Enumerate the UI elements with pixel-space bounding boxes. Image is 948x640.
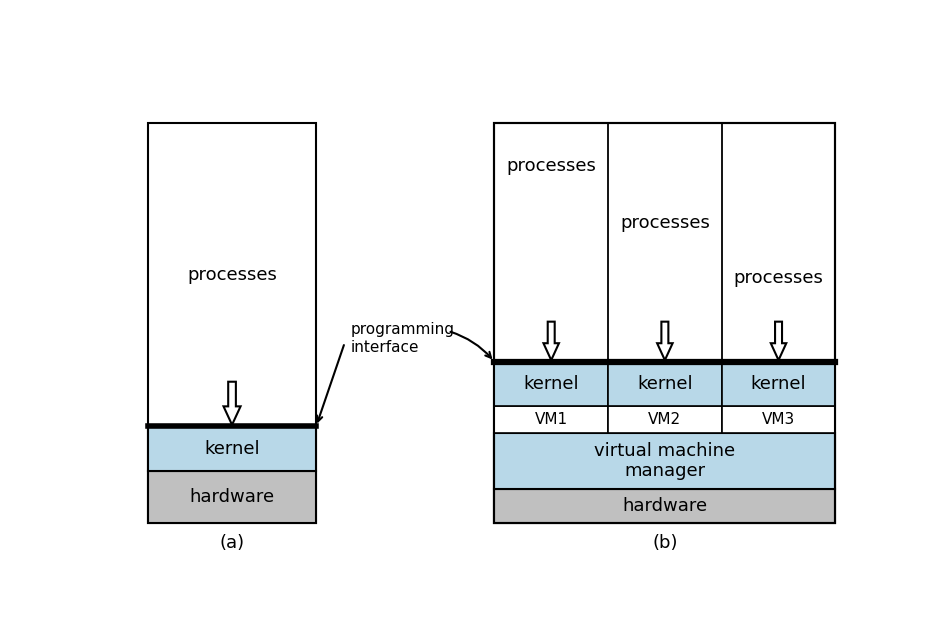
Bar <box>721 362 835 406</box>
Bar <box>148 426 316 471</box>
Text: hardware: hardware <box>622 497 707 515</box>
Bar <box>608 406 721 433</box>
Text: programming
interface: programming interface <box>351 323 455 355</box>
Text: processes: processes <box>620 214 710 232</box>
Text: kernel: kernel <box>204 440 260 458</box>
Text: hardware: hardware <box>190 488 275 506</box>
Text: VM3: VM3 <box>762 412 795 428</box>
Polygon shape <box>657 322 673 360</box>
Bar <box>721 406 835 433</box>
Text: (b): (b) <box>652 534 678 552</box>
Bar <box>494 433 835 489</box>
Bar <box>494 362 608 406</box>
Text: kernel: kernel <box>751 375 807 393</box>
Polygon shape <box>543 322 559 360</box>
Bar <box>494 123 835 524</box>
Bar <box>494 406 608 433</box>
Text: virtual machine
manager: virtual machine manager <box>594 442 736 481</box>
Text: processes: processes <box>187 266 277 284</box>
Bar <box>608 362 721 406</box>
Text: kernel: kernel <box>523 375 579 393</box>
Text: VM2: VM2 <box>648 412 682 428</box>
Bar <box>148 123 316 524</box>
Bar <box>494 123 835 524</box>
Bar <box>494 489 835 524</box>
Polygon shape <box>771 322 786 360</box>
Text: kernel: kernel <box>637 375 693 393</box>
Text: processes: processes <box>734 269 824 287</box>
Bar <box>148 471 316 524</box>
Text: VM1: VM1 <box>535 412 568 428</box>
Text: (a): (a) <box>220 534 245 552</box>
Text: processes: processes <box>506 157 596 175</box>
Polygon shape <box>224 381 241 425</box>
